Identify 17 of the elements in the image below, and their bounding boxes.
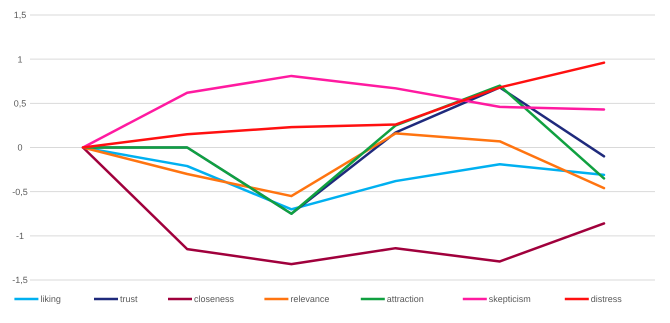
legend-label: liking bbox=[40, 294, 61, 304]
legend-label: distress bbox=[590, 294, 622, 304]
line-series bbox=[82, 146, 606, 266]
legend-label: closeness bbox=[194, 294, 235, 304]
y-tick-label: 1 bbox=[17, 54, 23, 64]
legend-label: attraction bbox=[386, 294, 424, 304]
line-series bbox=[82, 61, 606, 149]
y-tick-label: -1 bbox=[16, 230, 24, 241]
legend-label: trust bbox=[120, 294, 138, 304]
y-tick-label: 0 bbox=[17, 142, 23, 153]
y-tick-label: 0,5 bbox=[14, 98, 26, 108]
y-tick-label: -0,5 bbox=[12, 186, 28, 197]
y-tick-label: 1,5 bbox=[14, 10, 26, 20]
legend-label: relevance bbox=[290, 294, 330, 304]
line-series bbox=[82, 74, 606, 149]
legend-label: skepticism bbox=[488, 294, 531, 304]
y-tick-label: -1,5 bbox=[12, 275, 28, 286]
